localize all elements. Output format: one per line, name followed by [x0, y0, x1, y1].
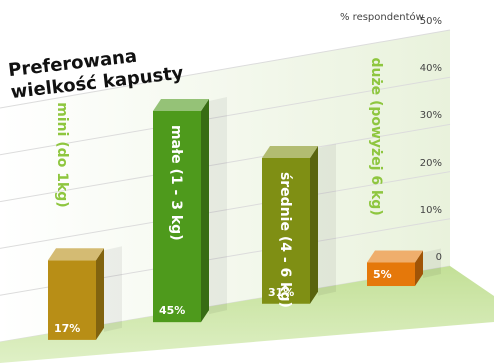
- y-tick-label: 0: [435, 252, 442, 263]
- category-label: mini (do 1kg): [54, 102, 70, 207]
- bar-side: [415, 250, 423, 287]
- bar-side: [201, 98, 209, 323]
- y-tick-label: 20%: [419, 157, 442, 169]
- y-axis-label: % respondentów: [340, 12, 424, 23]
- chart-background-wall: [0, 30, 450, 342]
- bar-shadow: [318, 143, 336, 296]
- bar-front: [153, 110, 201, 323]
- bar-0: 17% mini (do 1kg): [48, 102, 122, 340]
- category-label: średnie (4 - 6 kg): [277, 172, 293, 308]
- bar-front: [262, 157, 310, 304]
- bar-3: 5% duże (powyżej 6 kg): [367, 57, 441, 287]
- bar-value-label: 17%: [54, 322, 80, 335]
- y-tick-label: 50%: [419, 16, 442, 27]
- bar-top: [48, 248, 104, 261]
- gridline-50: [0, 29, 451, 109]
- bar-top: [262, 145, 318, 158]
- bar-2: 31%średnie (4 - 6 kg): [262, 143, 336, 308]
- category-label: duże (powyżej 6 kg): [368, 57, 384, 215]
- category-label: małe (1 - 3 kg): [168, 125, 184, 241]
- bar-top: [367, 250, 423, 263]
- y-tick-label: 40%: [419, 63, 442, 75]
- bar-value-label: 45%: [159, 304, 185, 317]
- chart-floor: [0, 266, 494, 363]
- bar-shadow: [423, 248, 441, 279]
- bar-1: 45% małe (1 - 3 kg): [153, 96, 227, 323]
- bar-front: [48, 260, 96, 340]
- bar-top: [153, 98, 209, 111]
- bar-shadow: [104, 246, 122, 332]
- gridline-40: [0, 76, 451, 156]
- gridline-20: [0, 171, 451, 249]
- bar-value-label: 31%: [268, 286, 294, 299]
- bar-value-label: 5%: [373, 268, 392, 281]
- bars: 17% mini (do 1kg) 45% małe (1 - 3 kg) 31%śre…: [48, 57, 441, 340]
- wall-plane: [0, 30, 450, 342]
- bar-shadow: [209, 96, 227, 315]
- gridline-30: [0, 123, 451, 203]
- bar-side: [310, 145, 318, 304]
- bar-front: [367, 262, 415, 287]
- y-tick-label: 10%: [419, 204, 442, 216]
- bar-side: [96, 248, 104, 340]
- y-tick-label: 30%: [419, 110, 442, 122]
